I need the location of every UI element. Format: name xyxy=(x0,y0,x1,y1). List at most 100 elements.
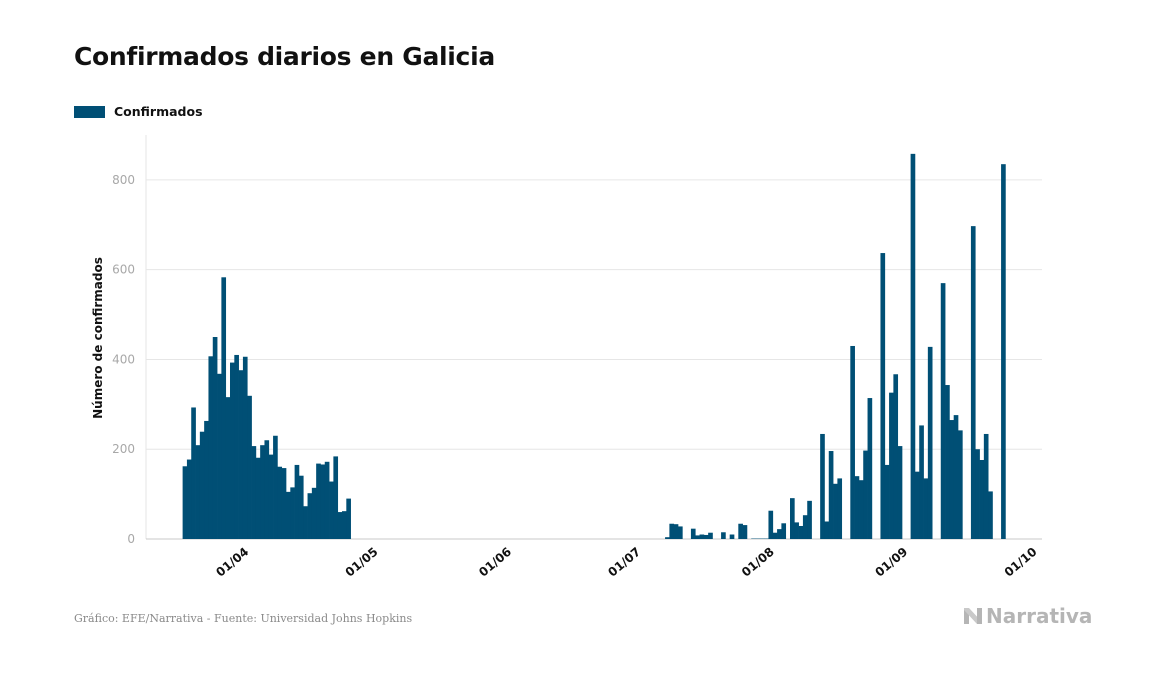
x-tick-label: 01/06 xyxy=(476,545,514,580)
bar xyxy=(833,483,838,539)
bar xyxy=(820,433,825,539)
source-note: Gráfico: EFE/Narrativa - Fuente: Univers… xyxy=(74,612,413,625)
x-tick-label: 01/09 xyxy=(872,545,910,580)
bar xyxy=(708,532,713,539)
bar xyxy=(923,478,929,539)
bar xyxy=(880,253,886,539)
bar xyxy=(738,523,743,539)
bar xyxy=(1001,164,1006,539)
bar xyxy=(790,498,795,539)
bar xyxy=(914,471,920,539)
bar xyxy=(940,283,946,539)
bar xyxy=(221,277,227,539)
x-tick-label: 01/04 xyxy=(213,545,251,580)
bar xyxy=(837,478,843,539)
bar xyxy=(281,468,287,539)
bar xyxy=(268,454,274,539)
bar xyxy=(897,446,903,539)
bar xyxy=(794,522,799,539)
bar xyxy=(742,525,748,539)
bar xyxy=(910,153,916,539)
bar xyxy=(316,463,321,539)
x-tick-label: 01/08 xyxy=(739,545,777,580)
brand-name: Narrativa xyxy=(986,604,1093,628)
bar xyxy=(889,392,894,539)
bar xyxy=(983,433,989,539)
bar xyxy=(225,397,231,539)
y-tick-label: 600 xyxy=(112,263,135,277)
bar xyxy=(850,345,855,539)
bar xyxy=(678,526,683,539)
bar xyxy=(346,498,351,539)
bar xyxy=(251,446,257,539)
chart-title: Confirmados diarios en Galicia xyxy=(74,42,495,71)
bar xyxy=(260,445,265,539)
bar xyxy=(721,532,726,539)
bar xyxy=(958,430,963,539)
bar xyxy=(264,440,270,539)
y-tick-label: 800 xyxy=(112,173,135,187)
bar xyxy=(975,449,980,539)
bar xyxy=(665,537,670,539)
bar xyxy=(893,374,899,539)
bar xyxy=(298,475,304,539)
legend: Confirmados xyxy=(74,104,203,119)
bar xyxy=(953,415,959,539)
bar xyxy=(979,459,985,539)
bar xyxy=(247,395,252,539)
bar xyxy=(311,487,317,539)
bar xyxy=(217,373,222,539)
bar xyxy=(195,445,201,539)
bar xyxy=(208,356,214,539)
bar xyxy=(204,420,209,539)
bar xyxy=(919,425,924,539)
bar xyxy=(238,370,244,539)
bar xyxy=(182,466,188,539)
bar xyxy=(798,525,804,539)
bar xyxy=(884,464,890,539)
bar xyxy=(212,337,218,539)
y-tick-label: 400 xyxy=(112,352,135,366)
bar xyxy=(777,529,782,539)
bar xyxy=(255,457,261,539)
bar xyxy=(286,491,291,539)
bar xyxy=(242,356,248,539)
bar xyxy=(824,521,830,539)
bar xyxy=(329,481,334,539)
bar xyxy=(673,524,679,539)
bar xyxy=(695,535,700,539)
bar xyxy=(772,532,778,539)
bar xyxy=(781,523,787,539)
bar xyxy=(337,512,343,539)
bar xyxy=(690,528,696,539)
bar xyxy=(234,354,239,539)
brand-logo: Narrativa xyxy=(963,604,1092,628)
bar xyxy=(729,534,735,539)
bar xyxy=(294,464,300,539)
bar xyxy=(828,451,834,539)
bar xyxy=(949,420,955,539)
legend-swatch xyxy=(74,105,105,118)
bar xyxy=(186,459,192,539)
bar xyxy=(277,466,283,539)
bar xyxy=(854,476,860,539)
narrativa-logo-icon xyxy=(964,608,982,624)
y-tick-label: 200 xyxy=(112,442,135,456)
bar xyxy=(320,464,326,539)
bar xyxy=(333,456,339,539)
x-tick-label: 01/07 xyxy=(605,545,643,580)
bar xyxy=(945,385,950,539)
legend-label: Confirmados xyxy=(114,104,203,119)
y-axis-label: Número de confirmados xyxy=(91,257,105,419)
bar xyxy=(867,398,873,539)
bar xyxy=(768,510,774,539)
bar xyxy=(303,506,308,539)
bar xyxy=(807,500,812,539)
bar xyxy=(699,534,705,539)
bar xyxy=(858,480,864,539)
y-tick-label: 0 xyxy=(127,532,135,546)
bar xyxy=(927,346,933,539)
bar xyxy=(199,431,205,539)
bar xyxy=(669,523,675,539)
